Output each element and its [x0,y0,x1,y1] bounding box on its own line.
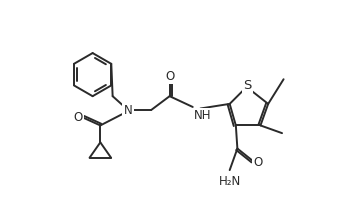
Text: N: N [124,103,132,116]
Text: O: O [253,156,263,169]
Text: O: O [165,70,174,83]
Text: H₂N: H₂N [219,175,241,188]
Text: O: O [73,111,83,124]
Text: S: S [243,79,252,92]
Text: NH: NH [194,109,212,122]
